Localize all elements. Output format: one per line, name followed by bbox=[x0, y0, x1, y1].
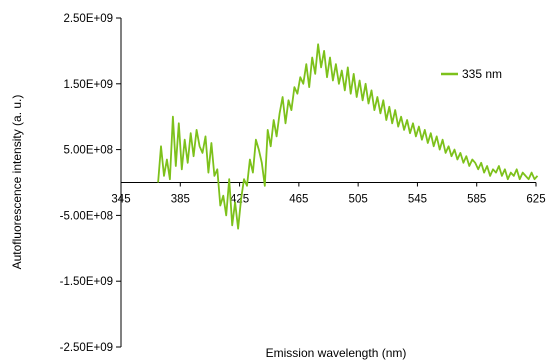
series-layer bbox=[157, 43, 539, 230]
series-line-335-nm bbox=[157, 43, 539, 230]
y-tick-label: -2.50E+09 bbox=[60, 342, 113, 354]
y-tick-label: -5.00E+08 bbox=[60, 210, 113, 222]
x-tick-label: 505 bbox=[349, 194, 368, 206]
x-tick-label: 465 bbox=[289, 194, 308, 206]
y-axis-title: Autofluorescence intensity (a. u.) bbox=[10, 95, 24, 270]
x-tick-label: 425 bbox=[230, 194, 249, 206]
y-tick-label: 5.00E+08 bbox=[63, 145, 113, 157]
x-tick-label: 585 bbox=[467, 194, 486, 206]
y-tick-label: 1.50E+09 bbox=[63, 79, 113, 91]
legend: 335 nm bbox=[441, 67, 502, 81]
legend-label-335-nm: 335 nm bbox=[462, 67, 502, 81]
y-tick-label: 2.50E+09 bbox=[63, 13, 113, 25]
x-tick-label: 625 bbox=[526, 194, 545, 206]
y-tick-label: -1.50E+09 bbox=[60, 276, 113, 288]
x-tick-label: 545 bbox=[408, 194, 427, 206]
x-axis-ticks: 345 385 425 465 505 545 585 625 bbox=[111, 182, 546, 206]
x-axis-title: Emission wavelength (nm) bbox=[266, 346, 407, 360]
y-axis-ticks: 2.50E+09 1.50E+09 5.00E+08 -5.00E+08 -1.50E+… bbox=[60, 13, 121, 354]
x-tick-label: 385 bbox=[171, 194, 190, 206]
